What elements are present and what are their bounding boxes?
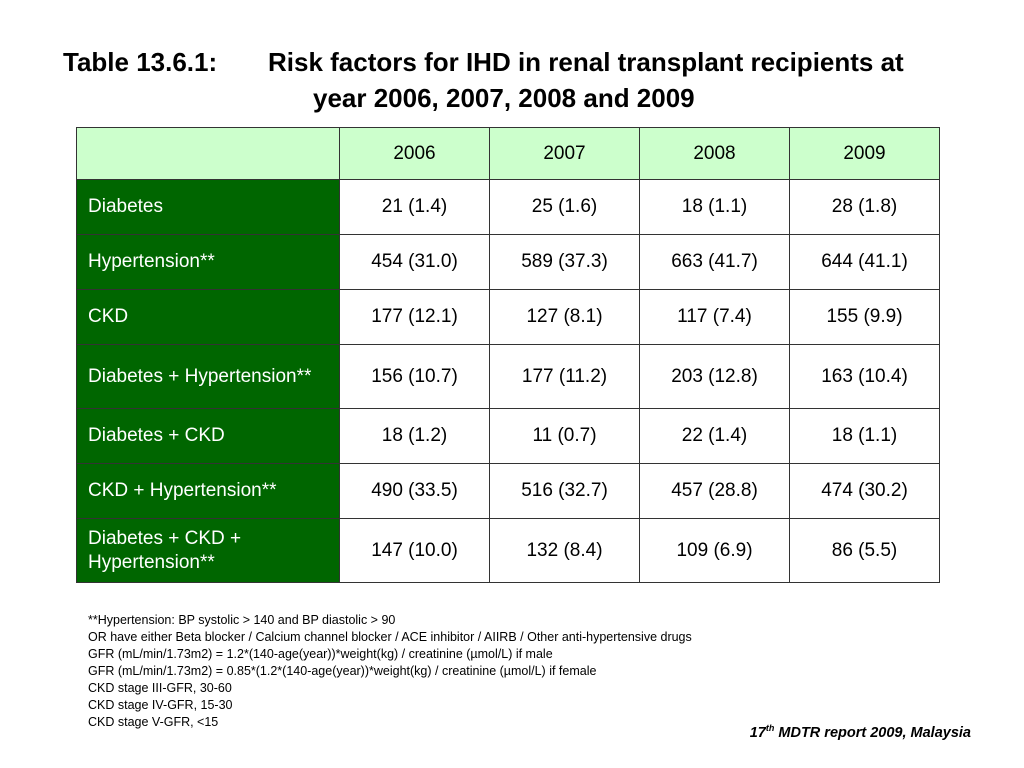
table-row: CKD 177 (12.1) 127 (8.1) 117 (7.4) 155 (… xyxy=(76,289,940,345)
footnote-line: CKD stage III-GFR, 30-60 xyxy=(88,681,232,695)
table-cell: 117 (7.4) xyxy=(639,289,790,345)
column-header: 2006 xyxy=(339,127,490,180)
table-cell: 644 (41.1) xyxy=(789,234,940,290)
table-cell: 155 (9.9) xyxy=(789,289,940,345)
table-cell: 663 (41.7) xyxy=(639,234,790,290)
row-label: Diabetes + CKD + Hypertension** xyxy=(76,518,340,583)
source-ordinal: th xyxy=(765,723,775,733)
row-label: Diabetes xyxy=(76,179,340,235)
table-cell: 177 (12.1) xyxy=(339,289,490,345)
table-row: Diabetes + CKD + Hypertension** 147 (10.… xyxy=(76,518,940,583)
row-label: CKD + Hypertension** xyxy=(76,463,340,519)
footnote-line: **Hypertension: BP systolic > 140 and BP… xyxy=(88,613,396,627)
table-header-row: 2006 2007 2008 2009 xyxy=(76,127,940,180)
table-cell: 22 (1.4) xyxy=(639,408,790,464)
row-label: Diabetes + CKD xyxy=(76,408,340,464)
source-number: 17 xyxy=(749,724,766,741)
table-row: Diabetes + CKD 18 (1.2) 11 (0.7) 22 (1.4… xyxy=(76,408,940,464)
row-label: CKD xyxy=(76,289,340,345)
table-cell: 109 (6.9) xyxy=(639,518,790,583)
row-label: Diabetes + Hypertension** xyxy=(76,344,340,409)
title-line-1: Risk factors for IHD in renal transplant… xyxy=(268,47,904,77)
table-cell: 132 (8.4) xyxy=(489,518,640,583)
table-cell: 18 (1.1) xyxy=(639,179,790,235)
table-row: Diabetes + Hypertension** 156 (10.7) 177… xyxy=(76,344,940,409)
table-cell: 156 (10.7) xyxy=(339,344,490,409)
table-cell: 203 (12.8) xyxy=(639,344,790,409)
column-header: 2008 xyxy=(639,127,790,180)
column-header: 2009 xyxy=(789,127,940,180)
table-cell: 86 (5.5) xyxy=(789,518,940,583)
source-citation: 17th MDTR report 2009, Malaysia xyxy=(750,723,971,741)
table-cell: 457 (28.8) xyxy=(639,463,790,519)
table-cell: 589 (37.3) xyxy=(489,234,640,290)
title-line-2: year 2006, 2007, 2008 and 2009 xyxy=(313,83,695,113)
source-text: MDTR report 2009, Malaysia xyxy=(774,724,971,741)
footnote-line: OR have either Beta blocker / Calcium ch… xyxy=(88,630,692,644)
table-cell: 11 (0.7) xyxy=(489,408,640,464)
column-header: 2007 xyxy=(489,127,640,180)
risk-factors-table: 2006 2007 2008 2009 Diabetes 21 (1.4) 25… xyxy=(76,127,940,583)
footnote-line: CKD stage IV-GFR, 15-30 xyxy=(88,698,233,712)
table-cell: 127 (8.1) xyxy=(489,289,640,345)
table-corner-cell xyxy=(76,127,340,180)
row-label: Hypertension** xyxy=(76,234,340,290)
footnote-line: GFR (mL/min/1.73m2) = 1.2*(140-age(year)… xyxy=(88,647,553,661)
table-cell: 21 (1.4) xyxy=(339,179,490,235)
table-row: Hypertension** 454 (31.0) 589 (37.3) 663… xyxy=(76,234,940,290)
table-cell: 25 (1.6) xyxy=(489,179,640,235)
table-cell: 28 (1.8) xyxy=(789,179,940,235)
table-cell: 177 (11.2) xyxy=(489,344,640,409)
table-row: Diabetes 21 (1.4) 25 (1.6) 18 (1.1) 28 (… xyxy=(76,179,940,235)
table-cell: 18 (1.1) xyxy=(789,408,940,464)
table-cell: 18 (1.2) xyxy=(339,408,490,464)
table-cell: 490 (33.5) xyxy=(339,463,490,519)
table-cell: 163 (10.4) xyxy=(789,344,940,409)
table-cell: 516 (32.7) xyxy=(489,463,640,519)
footnote-line: CKD stage V-GFR, <15 xyxy=(88,715,219,729)
footnotes: **Hypertension: BP systolic > 140 and BP… xyxy=(88,612,692,731)
table-cell: 474 (30.2) xyxy=(789,463,940,519)
table-number: Table 13.6.1: xyxy=(63,47,218,77)
table-row: CKD + Hypertension** 490 (33.5) 516 (32.… xyxy=(76,463,940,519)
table-cell: 454 (31.0) xyxy=(339,234,490,290)
table-cell: 147 (10.0) xyxy=(339,518,490,583)
footnote-line: GFR (mL/min/1.73m2) = 0.85*(1.2*(140-age… xyxy=(88,664,597,678)
